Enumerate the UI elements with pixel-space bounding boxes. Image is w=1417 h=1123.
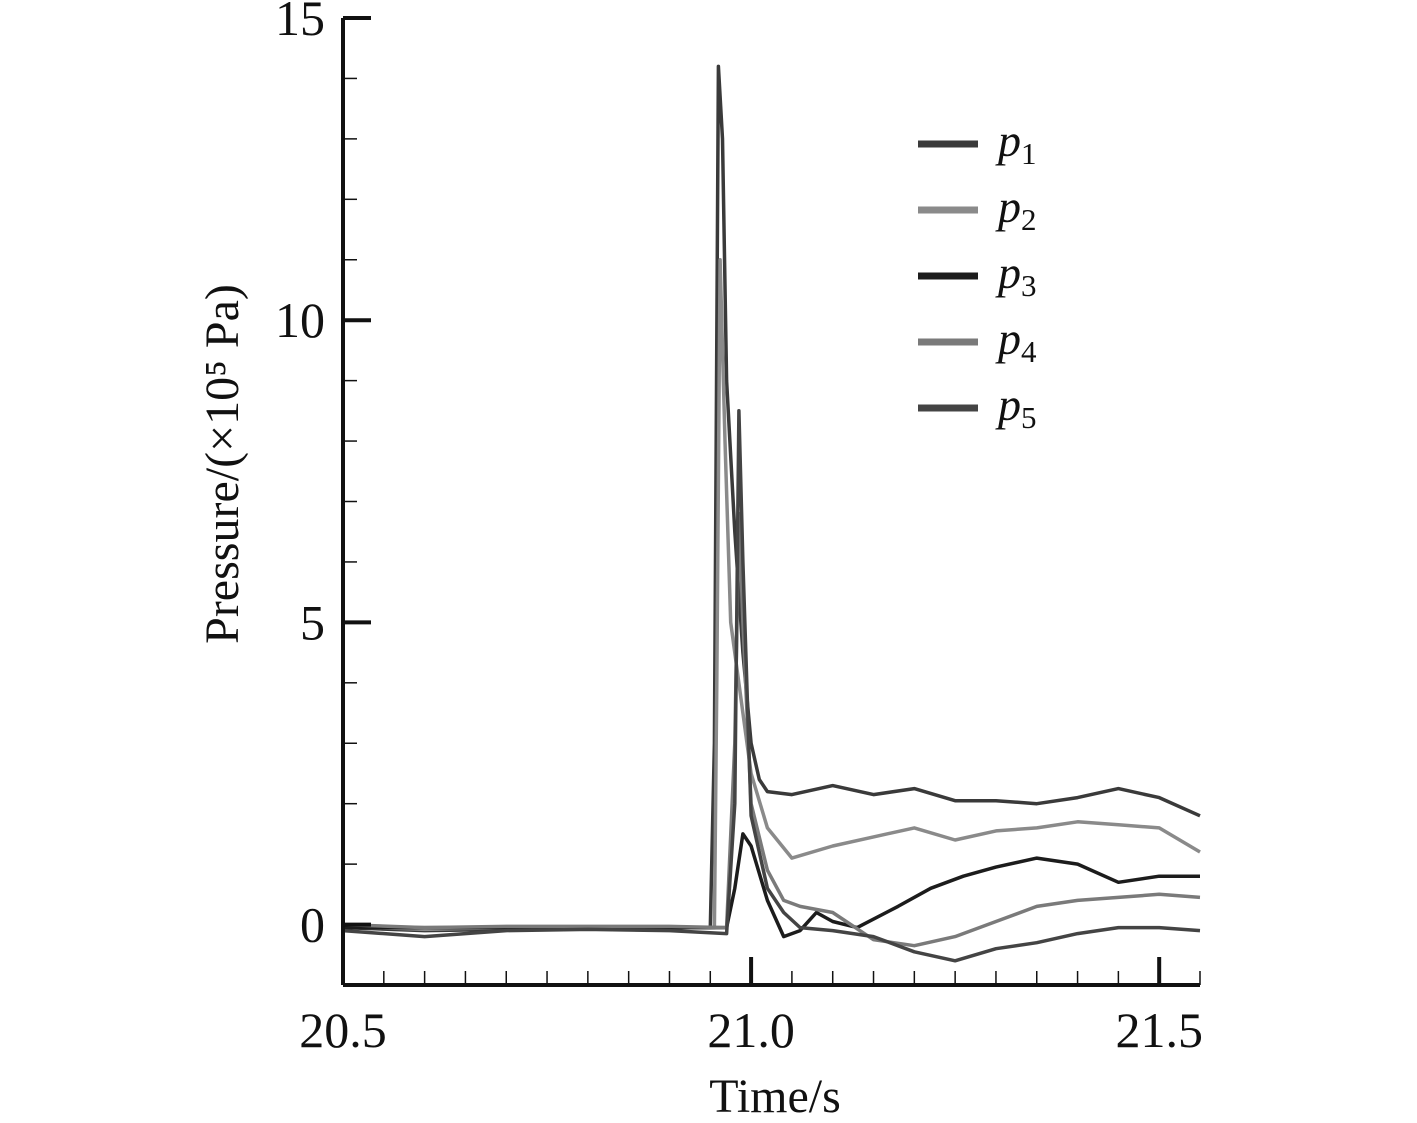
legend-label-p2: p2 — [995, 181, 1037, 237]
x-tick-label: 20.5 — [299, 1002, 387, 1058]
x-axis-label: Time/s — [709, 1070, 841, 1123]
series-line-p5 — [342, 409, 1201, 963]
axes-layer: 0 5 10 15 20.5 21.0 21.5 — [275, 0, 1203, 1058]
x-tick-label: 21.5 — [1115, 1002, 1203, 1058]
y-tick-label: 5 — [300, 594, 325, 650]
y-tick-label: 10 — [275, 292, 325, 348]
legend-label-p5: p5 — [995, 379, 1037, 435]
series-layer — [342, 64, 1201, 963]
legend-label-p1: p1 — [995, 115, 1037, 171]
y-tick-label: 0 — [300, 897, 325, 953]
legend: p1 p2 p3 p4 p5 — [918, 115, 1037, 435]
series-line-p2 — [342, 258, 1201, 932]
series-line-p4 — [342, 511, 1201, 948]
y-axis-label: Pressure/(×10⁵ Pa) — [196, 284, 249, 644]
x-tick-label: 21.0 — [707, 1002, 795, 1058]
series-line-p3 — [343, 832, 1200, 939]
legend-label-p3: p3 — [995, 247, 1037, 303]
legend-label-p4: p4 — [995, 313, 1037, 369]
y-tick-label: 15 — [275, 0, 325, 46]
series-line-p1 — [342, 64, 1201, 933]
